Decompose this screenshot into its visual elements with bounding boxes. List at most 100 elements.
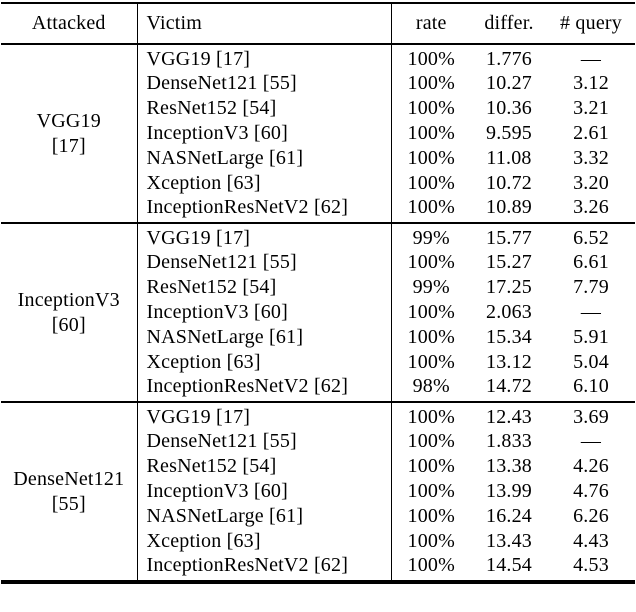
rate-cell: 100% — [390, 300, 471, 325]
header-row: Attacked Victim rate differ. # query — [1, 3, 635, 45]
attacked-model-citation: [60] — [51, 313, 86, 336]
attacked-group: InceptionV3 [60] VGG19 [17] 99% 15.77 6.52 Den… — [1, 223, 635, 402]
rate-cell: 100% — [390, 325, 471, 350]
victim-cell: InceptionResNetV2 [62] — [136, 196, 391, 223]
column-header-attacked: Attacked — [1, 3, 137, 45]
table-row: Xception [63] 100% 13.43 4.43 — [1, 529, 635, 554]
differ-cell: 15.77 — [486, 227, 532, 249]
rate-cell: 100% — [390, 146, 471, 171]
differ-cell: 9.595 — [486, 122, 532, 144]
table-row: NASNetLarge [61] 100% 15.34 5.91 — [1, 325, 635, 350]
query-cell: 4.76 — [573, 480, 609, 502]
attacked-model-name: InceptionV3 — [17, 288, 120, 311]
differ-cell: 14.72 — [486, 375, 532, 397]
table-header: Attacked Victim rate differ. # query — [1, 3, 635, 45]
rate-cell: 98% — [390, 375, 471, 402]
query-cell: 2.61 — [573, 122, 609, 144]
victim-cell: Xception [63] — [136, 171, 391, 196]
query-cell: 4.43 — [573, 530, 609, 552]
column-header-rate: rate — [390, 3, 471, 45]
victim-cell: DenseNet121 [55] — [136, 429, 391, 454]
query-cell: 3.20 — [573, 172, 609, 194]
victim-cell: InceptionV3 [60] — [136, 121, 391, 146]
query-cell: 3.32 — [573, 147, 609, 169]
victim-cell: VGG19 [17] — [136, 402, 391, 429]
query-cell: 5.91 — [573, 326, 609, 348]
table-row: VGG19 [17] VGG19 [17] 100% 1.776— — [1, 44, 635, 157]
victim-cell: DenseNet121 [55] — [136, 71, 391, 96]
query-cell: 6.10 — [573, 375, 609, 397]
query-cell: 6.26 — [573, 505, 609, 527]
differ-cell: 13.38 — [486, 455, 532, 477]
differ-cell: 13.99 — [486, 480, 532, 502]
differ-cell: 11.08 — [486, 147, 532, 169]
query-cell: 5.04 — [573, 351, 609, 373]
victim-cell: InceptionResNetV2 [62] — [136, 375, 391, 402]
query-cell: — — [580, 301, 602, 323]
rate-cell: 99% — [390, 223, 471, 250]
column-header-query: # query — [547, 3, 635, 45]
query-cell: 6.61 — [573, 251, 609, 273]
table-row: DenseNet121 [55] VGG19 [17] 100% 12.43 3.69 — [1, 402, 635, 515]
table-row: DenseNet121 [55] 100% 10.27 3.12 — [1, 71, 635, 96]
victim-cell: NASNetLarge [61] — [136, 146, 391, 171]
victim-cell: Xception [63] — [136, 350, 391, 375]
attacked-model-name: VGG19 — [36, 109, 101, 132]
differ-cell: 10.27 — [486, 72, 532, 94]
differ-cell: 2.063 — [486, 301, 532, 323]
table-row: InceptionResNetV2 [62] 98% 14.72 6.10 — [1, 375, 635, 402]
attacked-model-cell: InceptionV3 [60] — [1, 223, 137, 402]
victim-cell: DenseNet121 [55] — [136, 250, 391, 275]
differ-cell: 14.54 — [486, 554, 532, 576]
victim-cell: Xception [63] — [136, 529, 391, 554]
differ-cell: 17.25 — [486, 276, 532, 298]
column-header-victim: Victim — [136, 3, 391, 45]
rate-cell: 100% — [390, 554, 471, 582]
rate-cell: 100% — [390, 504, 471, 529]
rate-cell: 99% — [390, 275, 471, 300]
rate-cell: 100% — [390, 402, 471, 429]
table-row: InceptionV3 [60] 100% 13.99 4.76 — [1, 479, 635, 504]
rate-cell: 100% — [390, 250, 471, 275]
rate-cell: 100% — [390, 350, 471, 375]
differ-cell: 13.43 — [486, 530, 532, 552]
differ-cell: 16.24 — [486, 505, 532, 527]
rate-cell: 100% — [390, 44, 471, 71]
table-row: InceptionV3 [60] 100% 9.595 2.61 — [1, 121, 635, 146]
query-cell: 6.52 — [573, 227, 609, 249]
attacked-model-name: DenseNet121 — [13, 467, 125, 490]
table-row: Xception [63] 100% 13.12 5.04 — [1, 350, 635, 375]
table-row: DenseNet121 [55] 100% 15.27 6.61 — [1, 250, 635, 275]
attacked-group: VGG19 [17] VGG19 [17] 100% 1.776— DenseNet121… — [1, 44, 635, 223]
rate-cell: 100% — [390, 71, 471, 96]
differ-cell: 15.27 — [486, 251, 532, 273]
victim-cell: InceptionV3 [60] — [136, 300, 391, 325]
victim-cell: ResNet152 [54] — [136, 454, 391, 479]
victim-cell: InceptionResNetV2 [62] — [136, 554, 391, 582]
query-cell: 4.53 — [573, 554, 609, 576]
victim-cell: InceptionV3 [60] — [136, 479, 391, 504]
victim-cell: NASNetLarge [61] — [136, 504, 391, 529]
differ-cell: 1.776 — [486, 48, 532, 70]
table-row: ResNet152 [54] 100% 13.38 4.26 — [1, 454, 635, 479]
victim-cell: ResNet152 [54] — [136, 96, 391, 121]
attacked-model-cell: DenseNet121 [55] — [1, 402, 137, 582]
rate-cell: 100% — [390, 121, 471, 146]
table-row: InceptionResNetV2 [62] 100% 14.54 4.53 — [1, 554, 635, 582]
table-row: ResNet152 [54] 99% 17.25 7.79 — [1, 275, 635, 300]
rate-cell: 100% — [390, 96, 471, 121]
differ-cell: 10.36 — [486, 97, 532, 119]
differ-cell: 15.34 — [486, 326, 532, 348]
differ-cell: 12.43 — [486, 406, 532, 428]
victim-cell: VGG19 [17] — [136, 223, 391, 250]
differ-cell: 10.89 — [486, 196, 532, 218]
table-row: InceptionV3 [60] 100% 2.063 — — [1, 300, 635, 325]
query-cell: — — [580, 430, 602, 452]
query-cell: 3.69 — [573, 406, 609, 428]
victim-cell: ResNet152 [54] — [136, 275, 391, 300]
rate-cell: 100% — [390, 429, 471, 454]
attacked-model-citation: [55] — [51, 492, 86, 515]
query-cell: 3.26 — [573, 196, 609, 218]
table-row: NASNetLarge [61] 100% 11.08 3.32 — [1, 146, 635, 171]
query-cell: — — [580, 48, 602, 70]
